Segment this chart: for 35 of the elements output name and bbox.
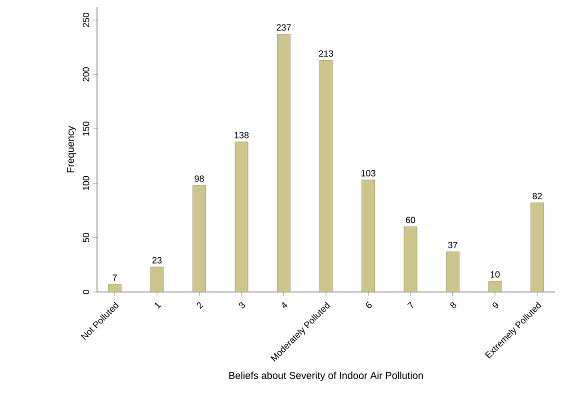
y-tick-label: 0 <box>82 290 90 294</box>
data-label: 37 <box>448 242 458 248</box>
data-label: 10 <box>490 271 500 278</box>
bar <box>319 60 333 292</box>
x-tick-label: 3 <box>239 302 246 308</box>
x-tick-label: 7 <box>407 302 414 308</box>
x-tick-label: 1 <box>154 302 162 309</box>
data-label: 98 <box>194 175 204 182</box>
data-label: 213 <box>318 50 334 57</box>
data-label: 138 <box>234 132 249 138</box>
x-tick-label: 4 <box>282 302 288 308</box>
bar <box>234 142 248 292</box>
x-axis-title: Beliefs about Severity of Indoor Air Pollution <box>229 372 423 381</box>
y-tick-label: 250 <box>82 12 90 28</box>
data-label: 60 <box>406 216 416 224</box>
y-tick-label: 200 <box>82 67 90 82</box>
data-label: 103 <box>361 170 376 176</box>
bar <box>530 202 544 292</box>
bar <box>277 34 290 292</box>
y-tick-label: 50 <box>82 232 90 242</box>
y-axis-title: Frequency <box>67 126 76 172</box>
data-label: 237 <box>276 24 291 31</box>
bar <box>362 180 375 292</box>
y-tick-label: 100 <box>82 176 90 190</box>
x-tick-label: 8 <box>450 302 456 308</box>
y-tick-label: 150 <box>82 122 90 136</box>
x-tick-label: 9 <box>492 302 498 308</box>
x-tick-label: 6 <box>366 302 372 308</box>
bar <box>446 252 460 292</box>
bar <box>192 185 206 292</box>
x-tick-label: 2 <box>196 302 204 309</box>
data-label: 7 <box>112 274 117 281</box>
data-label: 82 <box>532 192 542 200</box>
bar <box>404 226 418 292</box>
data-label: 23 <box>152 257 162 264</box>
